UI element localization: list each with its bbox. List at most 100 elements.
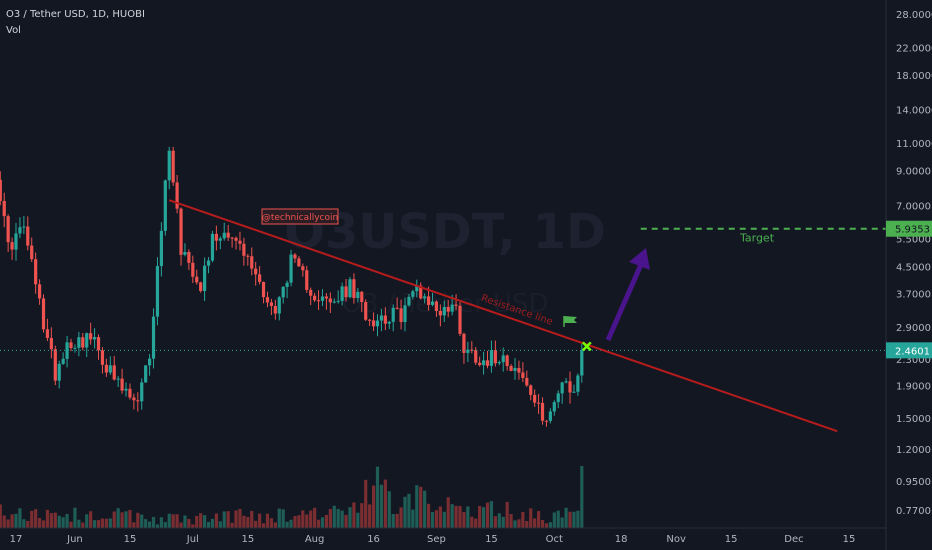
volume-bar: [226, 511, 230, 528]
volume-bar: [234, 510, 238, 528]
handle-box: [261, 208, 339, 225]
symbol-legend: O3 / Tether USD, 1D, HUOBI: [6, 9, 145, 20]
volume-bar: [509, 514, 513, 528]
candle-body: [218, 238, 222, 241]
volume-bar: [426, 503, 431, 528]
candle-body: [576, 375, 580, 392]
candle-body: [293, 254, 297, 259]
volume-bar: [576, 510, 580, 528]
candle-body: [85, 333, 89, 348]
candle-body: [214, 233, 218, 241]
candle-body: [399, 308, 403, 323]
volume-bar: [434, 510, 439, 528]
volume-bar: [10, 514, 14, 528]
candle-body: [501, 355, 505, 363]
candle-body: [49, 337, 53, 350]
volume-bar: [395, 513, 399, 528]
time-axis[interactable]: 17 Jun 15 Jul 15 Aug 16 Sep 15 Oct 18 Nov 15 Dec 15: [0, 527, 886, 545]
candle-body: [324, 296, 329, 299]
candle-body: [22, 226, 26, 228]
volume-bar: [6, 519, 10, 528]
price-tick-label: 11.0000: [896, 139, 932, 150]
candle-body: [438, 310, 442, 316]
volume-bar: [53, 512, 57, 528]
volume-bar: [399, 507, 403, 528]
target-price-tag: 5.9353: [886, 220, 932, 237]
arrow-up-icon: [629, 248, 650, 270]
volume-bar: [246, 516, 250, 528]
candle-body: [379, 315, 384, 321]
volume-bar: [320, 517, 325, 528]
volume-bar: [446, 497, 450, 528]
volume-bar: [485, 502, 490, 528]
volume-bar: [371, 485, 376, 528]
candle-body: [273, 305, 277, 314]
candle-body: [10, 242, 14, 250]
volume-bar: [497, 513, 501, 528]
candle-body: [316, 300, 321, 302]
candle-body: [61, 358, 65, 364]
volume-bar: [478, 506, 482, 528]
target-price-tag-bg: [886, 220, 932, 237]
volume-bar: [61, 517, 65, 528]
candle-body: [521, 372, 525, 378]
candle-body: [14, 233, 18, 250]
volume-bar: [73, 507, 77, 528]
candle-body: [57, 363, 61, 381]
volume-bar: [96, 520, 101, 528]
candle-body: [568, 381, 572, 393]
candle-body: [454, 304, 458, 306]
candle-body: [140, 382, 144, 402]
volume-bar: [529, 508, 533, 528]
volume-bar: [438, 506, 442, 528]
candle-body: [356, 291, 360, 298]
candle-body: [536, 402, 541, 404]
time-tick-label: 18: [615, 534, 628, 545]
candle-body: [195, 276, 199, 283]
candle-body: [155, 266, 160, 317]
candle-body: [2, 200, 6, 217]
volume-bar: [458, 505, 462, 528]
volume-bar: [258, 513, 262, 528]
volume-bar: [430, 511, 435, 528]
volume-bar: [552, 512, 556, 528]
volume-bar: [210, 518, 215, 528]
volume-bar: [124, 511, 128, 528]
candle-body: [458, 305, 462, 334]
candle-body: [313, 295, 317, 301]
volume-bar: [206, 521, 211, 528]
candle-body: [572, 391, 576, 393]
candle-body: [505, 355, 509, 366]
candle-body: [77, 337, 81, 348]
volume-bar: [230, 522, 234, 528]
candle-body: [364, 302, 368, 320]
candle-body: [332, 301, 336, 303]
volume-bar: [521, 511, 525, 528]
candle-body: [45, 329, 50, 338]
price-tick-label: 2.3000: [896, 355, 931, 366]
candle-body: [191, 262, 195, 277]
candle-body: [340, 286, 344, 301]
candle-body: [320, 296, 325, 301]
candle-body: [446, 306, 450, 312]
time-tick-label: 15: [843, 534, 856, 545]
volume-bar: [199, 513, 203, 528]
target-label: Target: [739, 232, 775, 245]
candle-body: [509, 365, 513, 371]
volume-bar: [261, 523, 266, 528]
candle-body: [73, 347, 77, 349]
candle-body: [336, 300, 340, 302]
volume-bar: [517, 519, 521, 528]
price-tick-label: 22.0000: [896, 43, 932, 54]
price-axis[interactable]: 28.0000 22.0000 18.0000 14.0000 11.0000 9.000…: [885, 0, 932, 550]
volume-bar: [419, 486, 423, 528]
volume-bar: [183, 515, 187, 528]
price-tick-label: 18.0000: [896, 71, 932, 82]
candle-body: [230, 237, 234, 239]
time-tick-label: 15: [241, 534, 254, 545]
volume-bar: [454, 505, 458, 528]
volume-bar: [120, 512, 124, 528]
volume-bar: [556, 510, 560, 528]
